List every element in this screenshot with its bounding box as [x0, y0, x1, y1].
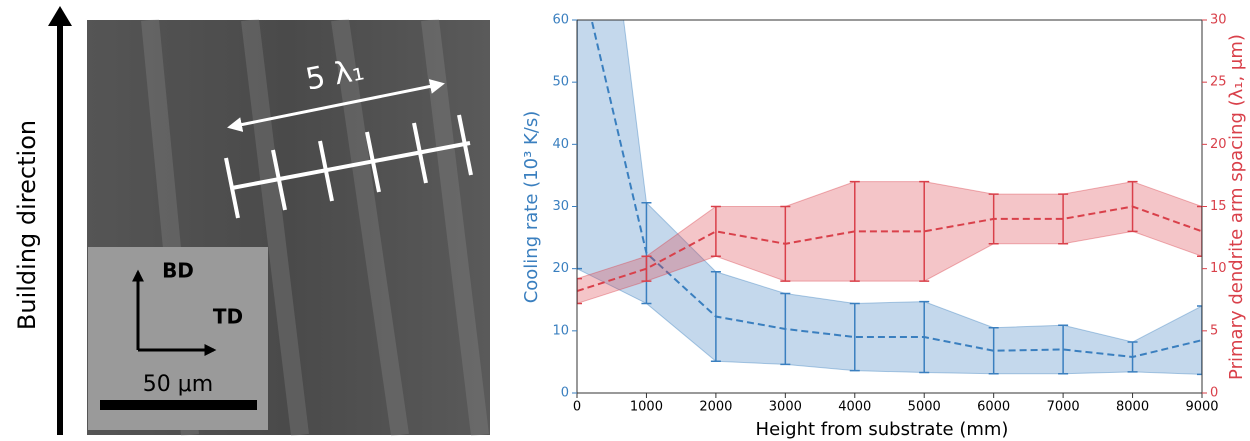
x-tick-label: 3000 [769, 400, 802, 415]
y-tick-label: 40 [552, 137, 569, 152]
error-band [577, 20, 1202, 375]
error-bar [1197, 205, 1202, 257]
error-band [577, 181, 1202, 305]
x-tick-label: 0 [573, 400, 581, 415]
x-tick-label: 7000 [1047, 400, 1080, 415]
x-tick-label: 4000 [838, 400, 871, 415]
x-tick-label: 2000 [699, 400, 732, 415]
arrow-head [48, 6, 72, 26]
error-bar [919, 180, 930, 282]
error-bar [988, 326, 999, 375]
error-bar [1197, 305, 1202, 376]
y-tick-label: 60 [552, 13, 569, 28]
y-tick-label: 50 [552, 75, 569, 90]
spacing-arrow [227, 79, 445, 132]
error-bar [1058, 324, 1069, 375]
plot-area [577, 20, 1202, 376]
y-tick-label: 30 [552, 199, 569, 214]
error-bar [710, 205, 721, 257]
x-tick-label: 6000 [977, 400, 1010, 415]
y2-tick-label: 20 [1210, 137, 1227, 152]
line [577, 205, 1202, 292]
y-tick-label: 10 [552, 323, 569, 338]
x-tick-label: 5000 [908, 400, 941, 415]
error-bar [849, 302, 860, 372]
x-tick-label: 9000 [1185, 400, 1218, 415]
y2-tick-label: 25 [1210, 75, 1227, 90]
scale-label: 50 μm [143, 372, 213, 397]
x-tick-label: 8000 [1116, 400, 1149, 415]
y2-axis-label: Primary dendrite arm spacing (λ₁, μm) [1226, 34, 1247, 380]
error-bar [577, 277, 582, 305]
bd-label: BD [162, 259, 194, 283]
error-bar [577, 20, 582, 270]
direction-label: Building direction [13, 120, 41, 330]
x-tick-label: 1000 [630, 400, 663, 415]
y2-tick-label: 15 [1210, 199, 1227, 214]
micrograph: Building direction BD TD 50 μm 5 λ₁ [13, 6, 490, 437]
y2-tick-label: 10 [1210, 261, 1227, 276]
error-bar [1058, 193, 1069, 245]
y-tick-label: 0 [561, 386, 569, 401]
y-tick-label: 20 [552, 261, 569, 276]
y2-tick-label: 30 [1210, 13, 1227, 28]
td-label: TD [213, 305, 243, 329]
y2-tick-label: 0 [1210, 386, 1218, 401]
x-axis-label: Height from substrate (mm) [756, 419, 1009, 440]
y-axis-label: Cooling rate (10³ K/s) [521, 111, 542, 304]
ladder [224, 114, 473, 219]
line [590, 20, 1202, 358]
y2-tick-label: 5 [1210, 323, 1218, 338]
inset [88, 247, 268, 430]
